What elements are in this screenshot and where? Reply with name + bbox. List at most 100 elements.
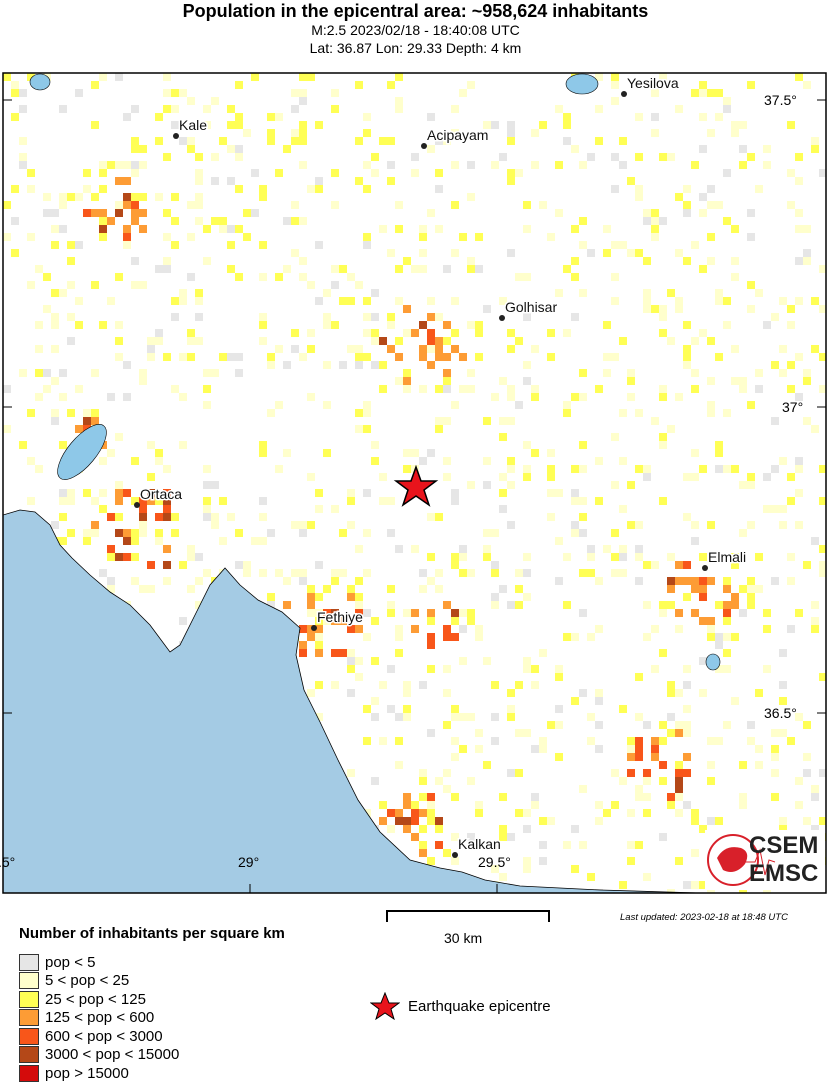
density-cell (251, 73, 259, 81)
density-cell (355, 577, 363, 585)
density-cell (691, 585, 699, 593)
density-cell (419, 825, 427, 833)
density-cell (483, 553, 491, 561)
density-cell (699, 113, 707, 121)
density-cell (707, 577, 715, 585)
density-cell (787, 361, 795, 369)
density-cell (307, 185, 315, 193)
density-cell (603, 545, 611, 553)
density-cell (227, 121, 235, 129)
density-cell (515, 569, 523, 577)
density-cell (571, 225, 579, 233)
density-cell (635, 793, 643, 801)
density-cell (227, 265, 235, 273)
density-cell (699, 881, 707, 889)
density-cell (707, 625, 715, 633)
density-cell (203, 505, 211, 513)
density-cell (643, 217, 651, 225)
density-cell (371, 169, 379, 177)
density-cell (659, 609, 667, 617)
density-cell (635, 785, 643, 793)
density-cell (523, 809, 531, 817)
density-cell (387, 665, 395, 673)
density-cell (227, 105, 235, 113)
density-cell (635, 753, 643, 761)
density-cell (683, 753, 691, 761)
density-cell (99, 73, 107, 81)
density-cell (755, 289, 763, 297)
density-cell (771, 769, 779, 777)
density-cell (707, 377, 715, 385)
density-cell (739, 145, 747, 153)
density-cell (787, 473, 795, 481)
density-cell (443, 385, 451, 393)
density-cell (707, 817, 715, 825)
density-cell (411, 449, 419, 457)
density-cell (51, 409, 59, 417)
density-cell (243, 233, 251, 241)
density-cell (555, 289, 563, 297)
density-cell (35, 369, 43, 377)
density-cell (659, 497, 667, 505)
density-cell (523, 201, 531, 209)
density-cell (163, 153, 171, 161)
density-cell (227, 353, 235, 361)
density-cell (355, 545, 363, 553)
density-cell (627, 857, 635, 865)
density-cell (643, 809, 651, 817)
density-cell (419, 681, 427, 689)
density-cell (539, 201, 547, 209)
density-cell (27, 73, 35, 81)
density-cell (595, 697, 603, 705)
city-label: Golhisar (505, 299, 557, 315)
csem-emsc-logo: CSEM EMSC (705, 830, 825, 890)
density-cell (691, 537, 699, 545)
density-cell (339, 265, 347, 273)
density-cell (371, 777, 379, 785)
density-cell (595, 721, 603, 729)
density-cell (195, 201, 203, 209)
density-cell (427, 345, 435, 353)
density-cell (491, 593, 499, 601)
density-cell (115, 497, 123, 505)
density-cell (707, 89, 715, 97)
density-cell (131, 529, 139, 537)
density-cell (763, 145, 771, 153)
city-marker: Fethiye (311, 608, 365, 631)
density-cell (435, 137, 443, 145)
density-cell (611, 241, 619, 249)
density-cell (59, 201, 67, 209)
legend-item: 5 < pop < 25 (19, 972, 129, 990)
density-cell (163, 353, 171, 361)
density-cell (379, 137, 387, 145)
density-cell (403, 369, 411, 377)
density-cell (171, 297, 179, 305)
density-cell (755, 585, 763, 593)
density-cell (323, 609, 331, 617)
density-cell (107, 297, 115, 305)
density-cell (595, 625, 603, 633)
density-cell (363, 609, 371, 617)
density-cell (795, 153, 803, 161)
density-cell (619, 553, 627, 561)
density-cell (19, 153, 27, 161)
density-cell (787, 201, 795, 209)
density-cell (523, 273, 531, 281)
density-cell (259, 449, 267, 457)
density-cell (387, 137, 395, 145)
density-cell (27, 497, 35, 505)
density-cell (563, 329, 571, 337)
density-cell (227, 177, 235, 185)
density-cell (771, 745, 779, 753)
density-cell (35, 321, 43, 329)
density-cell (491, 681, 499, 689)
density-cell (643, 305, 651, 313)
density-cell (163, 209, 171, 217)
density-cell (131, 201, 139, 209)
density-cell (491, 121, 499, 129)
density-cell (691, 817, 699, 825)
density-cell (659, 217, 667, 225)
density-cell (219, 217, 227, 225)
density-cell (555, 209, 563, 217)
density-cell (547, 465, 555, 473)
